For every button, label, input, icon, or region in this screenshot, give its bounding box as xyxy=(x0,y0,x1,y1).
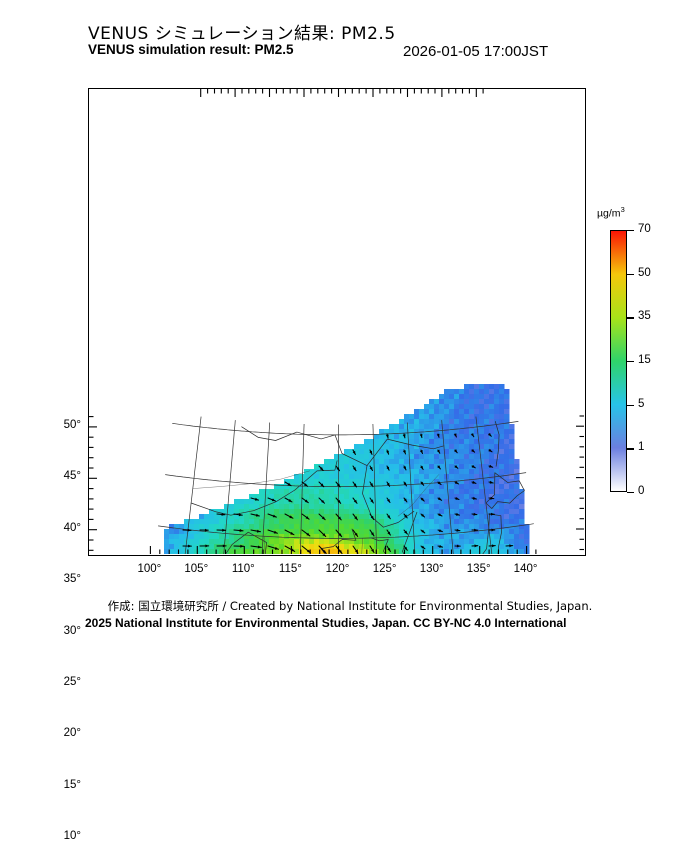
colorbar-unit-label: µg/m3 xyxy=(597,205,625,220)
x-axis-label-105: 105° xyxy=(173,564,219,576)
footer-credit-line: 作成: 国立環境研究所 / Created by National Instit… xyxy=(0,598,700,614)
colorbar-tick-35 xyxy=(627,317,634,318)
y-axis-label-25: 25° xyxy=(41,677,81,689)
y-axis-label-45: 45° xyxy=(41,471,81,483)
colorbar-tick-5 xyxy=(627,405,634,406)
x-axis-label-135: 135° xyxy=(456,564,502,576)
colorbar-tick-label-0: 0 xyxy=(638,486,644,498)
colorbar-tick-label-50: 50 xyxy=(638,268,651,280)
x-axis-label-130: 130° xyxy=(409,564,455,576)
map-plot-area xyxy=(88,88,586,556)
pm25-raster xyxy=(164,384,530,554)
x-axis-label-125: 125° xyxy=(362,564,408,576)
y-axis-label-10: 10° xyxy=(41,831,81,843)
x-axis-label-120: 120° xyxy=(315,564,361,576)
page-title-japanese: VENUS シミュレーション結果: PM2.5 xyxy=(88,19,396,44)
y-axis-label-15: 15° xyxy=(41,780,81,792)
colorbar-tick-1 xyxy=(627,448,634,449)
timestamp-label: 2026-01-05 17:00JST xyxy=(403,43,548,60)
colorbar-tick-label-5: 5 xyxy=(638,399,644,411)
colorbar-tick-15 xyxy=(627,361,634,362)
x-axis-label-115: 115° xyxy=(267,564,313,576)
colorbar-gradient xyxy=(610,230,627,492)
map-canvas xyxy=(89,89,584,554)
x-axis-label-140: 140° xyxy=(503,564,549,576)
y-axis-label-35: 35° xyxy=(41,574,81,586)
colorbar-tick-0 xyxy=(627,492,634,493)
x-axis-label-110: 110° xyxy=(220,564,266,576)
colorbar-tick-label-70: 70 xyxy=(638,224,651,236)
colorbar-tick-label-1: 1 xyxy=(638,442,644,454)
colorbar-tick-label-35: 35 xyxy=(638,311,651,323)
colorbar-unit-exponent: 3 xyxy=(621,205,625,214)
venus-pm25-figure: VENUS シミュレーション結果: PM2.5 VENUS simulation… xyxy=(0,0,700,649)
y-axis-label-30: 30° xyxy=(41,626,81,638)
y-axis-label-40: 40° xyxy=(41,523,81,535)
colorbar-tick-50 xyxy=(627,274,634,275)
colorbar-tick-label-15: 15 xyxy=(638,355,651,367)
x-axis-label-100: 100° xyxy=(126,564,172,576)
footer-license-line: 2025 National Institute for Environmenta… xyxy=(85,616,566,630)
colorbar-unit-main: µg/m xyxy=(597,208,621,220)
y-axis-label-20: 20° xyxy=(41,728,81,740)
page-title-english: VENUS simulation result: PM2.5 xyxy=(88,42,294,57)
y-axis-label-50: 50° xyxy=(41,420,81,432)
colorbar-tick-70 xyxy=(627,230,634,231)
